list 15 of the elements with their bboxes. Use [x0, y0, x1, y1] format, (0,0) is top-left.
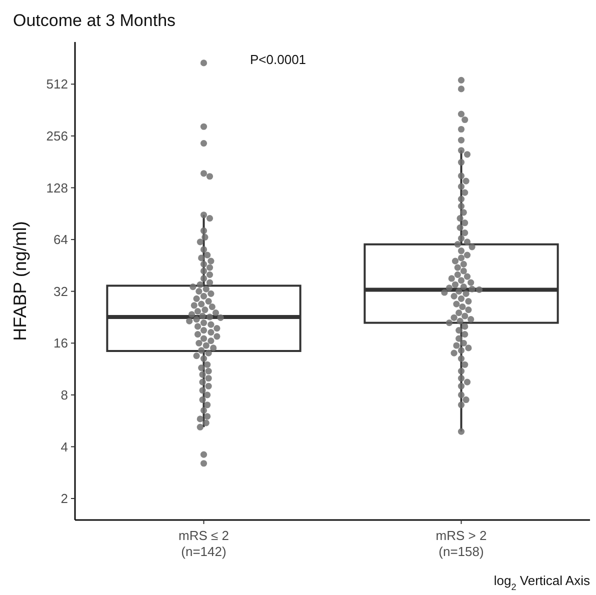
annotation: P<0.0001 [250, 52, 306, 67]
text: log$_{2}$ Vertical Axis [494, 573, 590, 592]
y-tick-label: 32 [54, 284, 68, 299]
y-tick-label: 128 [46, 180, 68, 196]
y-tick-label: 256 [46, 128, 68, 144]
y-tick-label: 16 [54, 336, 68, 351]
y-tick-label: 512 [46, 76, 68, 92]
y-tick-label: 2 [60, 491, 68, 506]
y-axis-title: HFABP (ng/ml) [10, 221, 30, 341]
y-tick-label: 8 [60, 387, 68, 402]
y-tick-label: 4 [60, 439, 68, 454]
x-tick-label: mRS > 2 (n=158) [436, 528, 487, 559]
y-tick-label: 64 [54, 232, 68, 248]
x-tick-label: mRS ≤ 2 (n=142) [178, 528, 229, 559]
chart-title: Outcome at 3 Months [13, 11, 176, 30]
